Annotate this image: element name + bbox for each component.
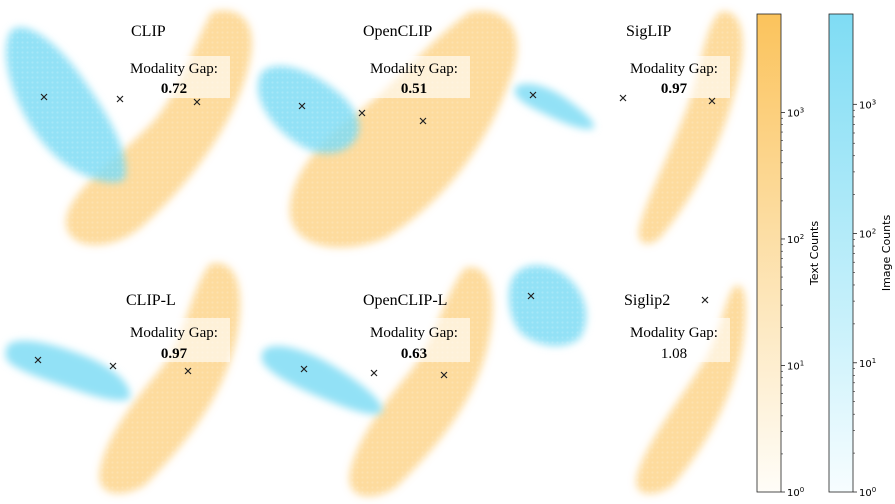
- colorbar-text-tick-label-2: 102: [787, 233, 804, 246]
- gap-label: Modality Gap:: [630, 61, 718, 77]
- text-cloud: [638, 11, 743, 244]
- colorbar-image-label: Image Counts: [880, 215, 893, 292]
- image-cloud: [514, 83, 595, 130]
- label-box: [118, 318, 230, 362]
- colorbar-text-tick-label-1: 101: [787, 359, 804, 372]
- label-box: [618, 56, 730, 98]
- panel-title: Siglip2: [624, 292, 670, 309]
- label-box: [358, 56, 470, 98]
- text-cloud: [636, 285, 746, 494]
- colorbar-text-tick-label-3: 103: [787, 106, 804, 119]
- colorbar-image-bar: [828, 13, 854, 493]
- midpoint-marker: [358, 109, 366, 117]
- image-centroid-marker: [40, 93, 48, 101]
- image-cloud: [258, 66, 359, 154]
- gap-label: Modality Gap:: [130, 61, 218, 77]
- midpoint-marker: [109, 362, 117, 370]
- colorbar-text: 100 101 102 103 Text Counts: [756, 13, 821, 499]
- label-box: [118, 56, 230, 98]
- gap-value: 0.97: [161, 346, 188, 362]
- panel-openclip: OpenCLIP Modality Gap: 0.51: [258, 10, 518, 248]
- image-cloud: [508, 265, 587, 346]
- text-centroid-marker: [701, 296, 709, 304]
- midpoint-marker: [370, 369, 378, 377]
- text-centroid-marker: [184, 367, 192, 375]
- text-centroid-marker: [440, 371, 448, 379]
- colorbar-image-ticks: 100 101 102 103: [853, 98, 876, 499]
- panel-openclip-l: OpenCLIP-L Modality Gap: 0.63: [261, 267, 493, 497]
- colorbar-image-tick-label-3: 103: [859, 98, 876, 111]
- panel-title: CLIP: [131, 23, 166, 40]
- image-centroid-marker: [529, 91, 537, 99]
- colorbar-text-ticks: 100 101 102 103: [781, 106, 804, 499]
- image-centroid-marker: [527, 292, 535, 300]
- text-centroid-marker: [708, 97, 716, 105]
- gap-value: 0.51: [401, 81, 427, 97]
- colorbar-image: 100 101 102 103 Image Counts: [828, 13, 893, 499]
- gap-label: Modality Gap:: [370, 61, 458, 77]
- gap-value: 0.63: [401, 346, 427, 362]
- image-cloud: [261, 346, 383, 415]
- image-centroid-marker: [34, 356, 42, 364]
- gap-label: Modality Gap:: [370, 325, 458, 341]
- gap-value: 1.08: [661, 346, 687, 362]
- text-centroid-marker: [419, 117, 427, 125]
- panel-clip: CLIP Modality Gap: 0.72: [6, 10, 252, 245]
- image-centroid-marker: [300, 365, 308, 373]
- colorbar-image-tick-label-0: 100: [859, 486, 876, 499]
- panel-siglip2: Siglip2 Modality Gap: 1.08: [508, 265, 746, 494]
- gap-label: Modality Gap:: [130, 325, 218, 341]
- panel-clip-l: CLIP-L Modality Gap: 0.97: [5, 263, 241, 494]
- gap-value: 0.72: [161, 81, 187, 97]
- panel-title: OpenCLIP: [363, 23, 432, 40]
- colorbar-text-label: Text Counts: [808, 221, 821, 286]
- panel-title: CLIP-L: [126, 292, 176, 309]
- colorbar-image-tick-label-1: 101: [859, 357, 876, 370]
- colorbar-text-tick-label-0: 100: [787, 486, 804, 499]
- midpoint-marker: [116, 95, 124, 103]
- label-box: [358, 318, 470, 362]
- midpoint-marker: [619, 94, 627, 102]
- panel-siglip: SigLIP Modality Gap: 0.97: [514, 11, 743, 244]
- image-centroid-marker: [298, 102, 306, 110]
- panel-title: OpenCLIP-L: [363, 292, 447, 309]
- gap-label: Modality Gap:: [630, 325, 718, 341]
- image-cloud: [6, 27, 126, 183]
- colorbar-image-tick-label-2: 102: [859, 228, 876, 241]
- colorbar-text-bar: [756, 13, 782, 493]
- label-box: [618, 318, 730, 362]
- text-centroid-marker: [193, 98, 201, 106]
- panel-title: SigLIP: [626, 23, 671, 40]
- image-cloud: [5, 340, 131, 401]
- gap-value: 0.97: [661, 81, 688, 97]
